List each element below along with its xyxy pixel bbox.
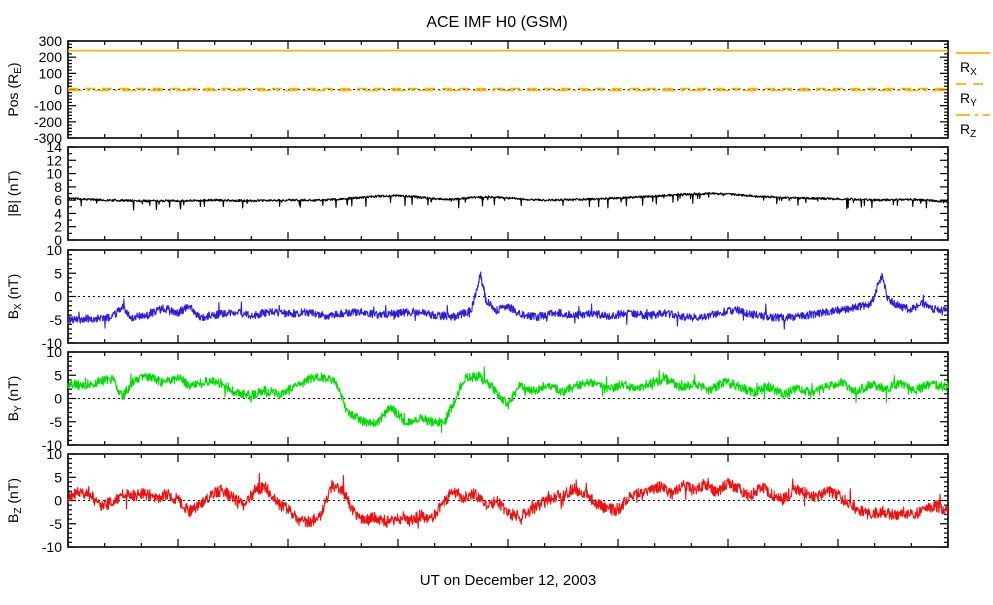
y-tick-label: 5 (54, 469, 62, 485)
series-bz-line (67, 472, 949, 529)
y-tick-label: 12 (46, 152, 62, 168)
panel-by: -10 -5 0 5 10 BY (nT) (5, 344, 949, 453)
series-bmag-line (67, 192, 949, 211)
legend-label: RX (960, 59, 977, 78)
chart-title: ACE IMF H0 (GSM) (426, 14, 567, 31)
y-tick-label: -100 (34, 98, 62, 114)
series-bx-line (67, 271, 949, 330)
y-tick-label: 8 (54, 179, 62, 195)
y-axis-label: BZ (nT) (5, 478, 24, 523)
y-tick-label: 5 (54, 265, 62, 281)
x-axis-label: UT on December 12, 2003 (420, 572, 597, 589)
y-tick-label: -10 (42, 437, 62, 453)
y-tick-label: 0 (54, 289, 62, 305)
y-tick-label: -5 (50, 312, 63, 328)
axis-ticks (67, 146, 949, 241)
y-tick-label: -5 (50, 516, 63, 532)
legend-label: RY (960, 90, 977, 109)
y-tick-label: 0 (54, 493, 62, 509)
axis-ticks (67, 351, 949, 446)
y-tick-label: 4 (54, 205, 62, 221)
y-tick-label: 6 (54, 192, 62, 208)
y-tick-label: 300 (39, 33, 63, 49)
y-tick-label: 10 (46, 242, 62, 258)
y-tick-label: 200 (39, 49, 63, 65)
y-tick-label: -10 (42, 335, 62, 351)
y-tick-label: 0 (54, 82, 62, 98)
y-tick-label: 0 (54, 391, 62, 407)
legend-item-rz: RZ (956, 114, 990, 140)
y-tick-label: 2 (54, 219, 62, 235)
y-axis-label: BX (nT) (5, 274, 24, 320)
panel-bx: -10 -5 0 5 10 BX (nT) (5, 242, 949, 351)
y-axis-label: Pos (RE) (5, 62, 24, 116)
y-tick-label: 14 (46, 139, 62, 155)
legend: RX RY RZ (956, 52, 990, 140)
legend-item-ry: RY (956, 83, 990, 109)
y-tick-label: 10 (46, 446, 62, 462)
y-tick-label: -5 (50, 414, 63, 430)
y-tick-label: 0 (54, 232, 62, 248)
panel-frame (67, 146, 949, 241)
series-by-line (67, 366, 949, 434)
axis-ticks (67, 40, 949, 139)
y-tick-label: -200 (34, 114, 62, 130)
legend-label: RZ (960, 121, 976, 140)
axis-ticks (67, 453, 949, 548)
y-tick-label: 10 (46, 166, 62, 182)
axis-ticks (67, 249, 949, 344)
y-tick-label: 100 (39, 65, 63, 81)
y-tick-label: -10 (42, 539, 62, 555)
y-tick-label: 5 (54, 367, 62, 383)
legend-item-rx: RX (956, 52, 990, 78)
y-axis-label: |B| (nT) (5, 170, 21, 216)
y-tick-label: 10 (46, 344, 62, 360)
y-tick-label: -300 (34, 130, 62, 146)
panel-bz: -10 -5 0 5 10 BZ (nT) (5, 446, 949, 555)
y-axis-label: BY (nT) (5, 376, 24, 422)
